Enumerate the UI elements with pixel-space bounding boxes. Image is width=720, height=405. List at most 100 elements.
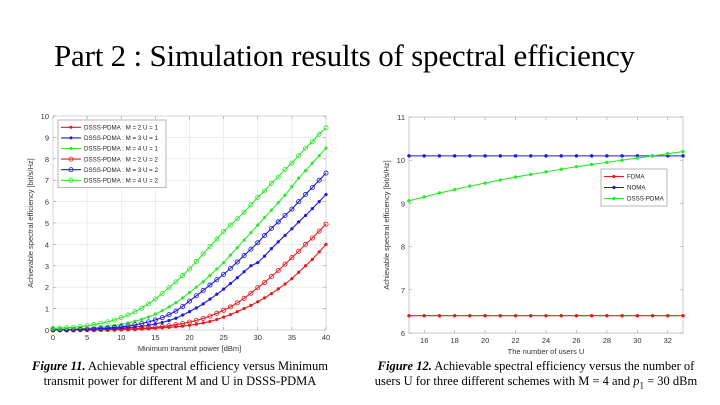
data-point [650,154,655,158]
data-point [186,319,192,325]
x-tick-label: 35 [288,333,296,342]
data-point [290,276,294,281]
data-point [194,322,198,326]
data-point [64,325,70,331]
caption-figure-11: Figure 11. Achievable spectral efficienc… [10,359,350,389]
data-point [559,154,563,158]
data-point [111,324,117,330]
data-point [234,216,240,222]
data-point [173,308,179,314]
data-point [681,154,685,158]
data-point [529,154,533,158]
x-tick-label: 20 [185,333,193,342]
data-point [186,266,192,272]
data-point [187,290,192,295]
data-point [194,306,198,310]
data-point [268,180,274,186]
data-point [207,282,213,288]
x-tick-label: 20 [481,336,489,345]
data-point [289,206,295,212]
data-point [215,292,219,296]
data-point [241,209,247,215]
data-point [248,246,254,252]
data-point [452,313,457,318]
data-point [559,167,563,172]
data-point [310,207,315,211]
data-point [125,326,131,332]
data-point [605,154,609,158]
data-point [173,279,179,285]
data-point [282,213,288,219]
data-point [194,285,198,289]
data-point [310,257,315,262]
data-point [241,295,247,301]
data-point [146,301,152,307]
data-point [290,227,294,231]
data-point [310,161,315,165]
data-point [166,323,172,329]
slide-title: Part 2 : Simulation results of spectral … [54,38,635,73]
data-point [221,307,227,313]
data-point [589,154,594,158]
data-point [498,313,503,318]
data-point [309,235,315,241]
data-point [324,242,328,247]
legend-marker [68,156,74,162]
data-point [221,229,227,235]
data-point [98,320,104,326]
x-axis-label: The number of users U [508,347,585,356]
caption-fig12-p: p [633,374,640,388]
data-point [283,193,287,197]
data-point [193,317,199,323]
chart-fig12: 16 18 20 22 24 26 28 30 32 6 7 8 9 10 11 The number of … [382,113,685,356]
caption-fig12-text2a: users U for three different schemes with… [374,374,634,388]
data-point [483,313,487,318]
data-point [268,273,274,279]
data-point [77,324,83,330]
data-point [214,236,220,242]
x-tick-label: 22 [511,336,519,345]
data-point [544,154,548,158]
data-point [242,270,246,274]
data-point [152,296,158,302]
data-point [407,313,411,318]
data-point [256,223,260,227]
legend-label: DSSS-PDMA [627,196,665,203]
data-point [681,313,685,318]
data-point [620,313,624,318]
data-point [181,313,185,317]
legend-label: NOMA [627,185,646,192]
legend-marker [68,177,74,183]
data-point [140,317,144,321]
legend-label: FDMA [627,174,645,181]
data-point [132,309,138,315]
y-tick-label: 9 [401,199,405,208]
data-point [167,318,171,323]
data-point [248,202,254,208]
data-point [422,313,426,318]
data-point [214,310,220,316]
data-point [437,154,442,158]
y-tick-label: 8 [45,155,49,164]
data-point [84,326,90,332]
data-point [317,250,321,254]
data-point [166,312,172,318]
data-point [256,260,260,265]
data-point [289,160,295,166]
data-point [160,309,164,313]
caption-fig12-label: Figure 12. [377,359,432,373]
data-point [316,131,322,137]
data-point [276,240,280,244]
x-tick-label: 25 [219,333,227,342]
data-point [303,213,308,218]
x-tick-label: 26 [572,336,580,345]
data-point [452,187,457,192]
data-point [173,322,179,328]
data-point [200,287,206,293]
data-point [174,300,178,305]
data-point [452,154,457,158]
data-point [201,302,205,306]
data-point [303,241,309,247]
data-point [559,313,563,318]
y-tick-label: 5 [45,219,49,228]
